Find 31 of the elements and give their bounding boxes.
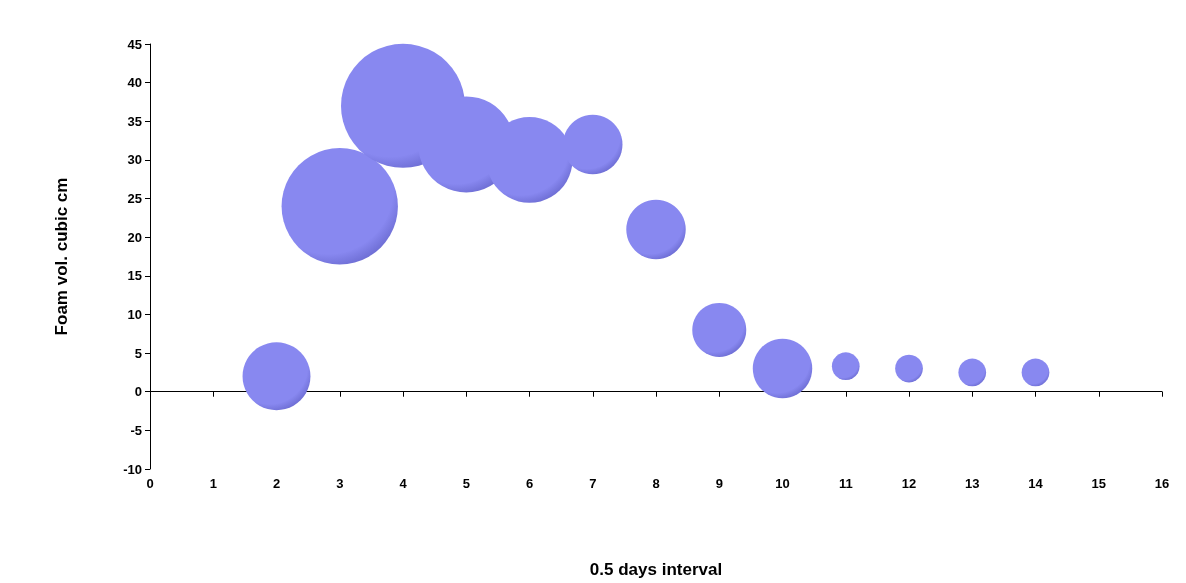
y-tick-label: -5 bbox=[130, 422, 142, 438]
x-tick-label: 5 bbox=[462, 476, 470, 491]
y-tick-label: 15 bbox=[127, 268, 142, 284]
x-tick-label: 8 bbox=[652, 476, 660, 491]
x-tick-label: 14 bbox=[1028, 476, 1044, 491]
y-tick-label: 20 bbox=[127, 229, 142, 245]
x-tick-label: 12 bbox=[901, 476, 917, 491]
x-tick-label: 11 bbox=[838, 476, 853, 491]
x-tick-label: 7 bbox=[589, 476, 597, 491]
x-axis-title: 0.5 days interval bbox=[589, 560, 723, 579]
x-tick-label: 3 bbox=[336, 476, 344, 491]
x-tick-label: 0 bbox=[146, 476, 154, 491]
x-tick-label: 1 bbox=[209, 476, 217, 491]
y-tick-label: 40 bbox=[127, 75, 142, 91]
x-tick-label: 10 bbox=[775, 476, 790, 491]
y-tick-label: 25 bbox=[127, 191, 142, 207]
x-tick-label: 9 bbox=[715, 476, 723, 491]
x-tick-label: 4 bbox=[399, 476, 408, 491]
x-tick-label: 2 bbox=[272, 476, 281, 491]
y-tick-label: 35 bbox=[127, 113, 142, 129]
y-tick-label: 45 bbox=[127, 36, 142, 52]
y-axis-title: Foam vol. cubic cm bbox=[52, 177, 71, 336]
x-tick-label: 6 bbox=[525, 476, 534, 491]
y-tick-label: -10 bbox=[123, 461, 142, 477]
y-tick-label: 0 bbox=[134, 384, 142, 400]
y-tick-label: 10 bbox=[127, 306, 142, 322]
y-tick-label: 30 bbox=[127, 152, 142, 168]
x-tick-label: 13 bbox=[965, 476, 980, 491]
x-tick-label: 16 bbox=[1154, 476, 1170, 491]
y-tick-label: 5 bbox=[134, 345, 142, 361]
x-tick-label: 15 bbox=[1091, 476, 1106, 491]
